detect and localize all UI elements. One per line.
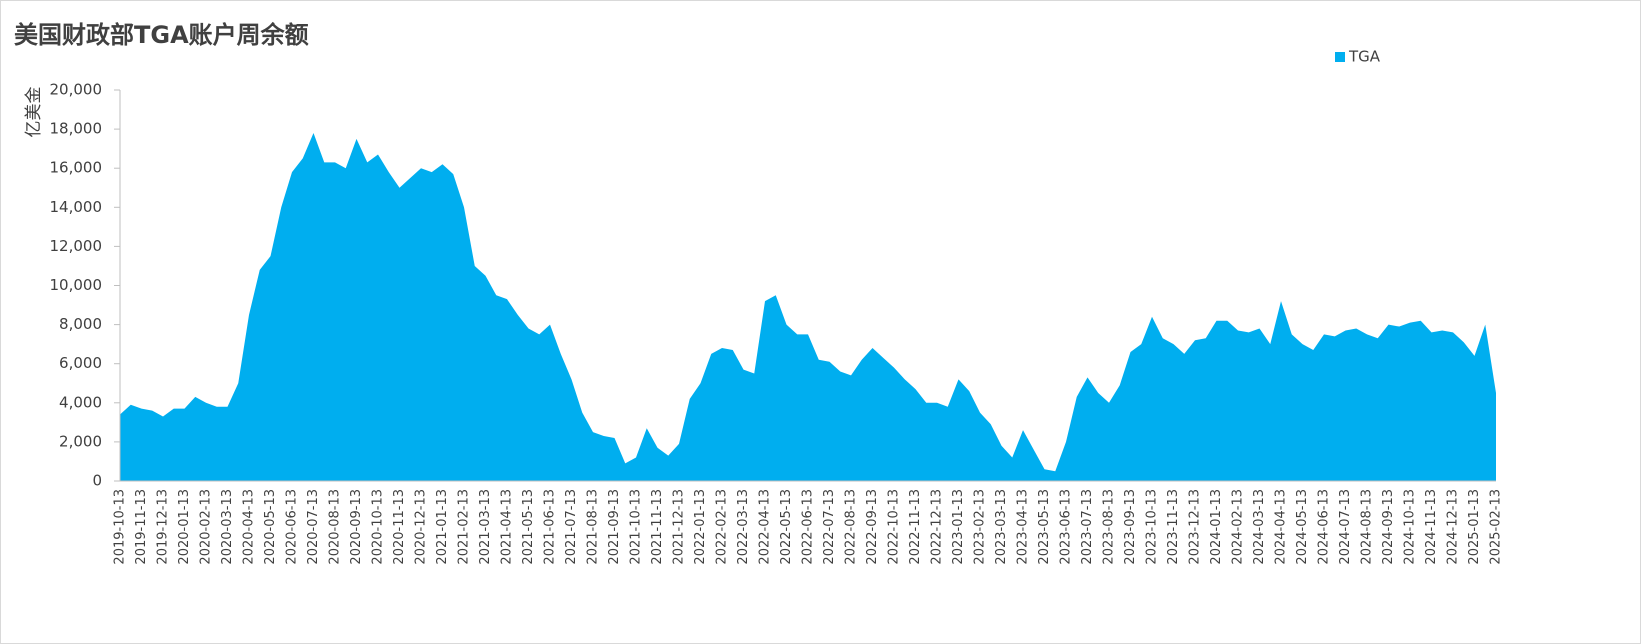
x-tick-label: 2022-02-13 (715, 489, 730, 565)
x-tick-label: 2022-03-13 (736, 489, 751, 565)
x-tick-label: 2024-05-13 (1295, 489, 1310, 565)
y-tick-label: 6,000 (59, 354, 102, 372)
x-tick-label: 2021-12-13 (672, 489, 687, 565)
x-tick-label: 2021-02-13 (457, 489, 472, 565)
x-tick-label: 2023-12-13 (1188, 489, 1203, 565)
x-tick-label: 2023-01-13 (951, 489, 966, 565)
y-tick-label: 20,000 (50, 81, 103, 99)
x-tick-label: 2024-08-13 (1360, 489, 1375, 565)
x-tick-label: 2022-01-13 (693, 489, 708, 565)
x-tick-label: 2023-02-13 (973, 489, 988, 565)
x-tick-label: 2023-07-13 (1080, 489, 1095, 565)
y-tick-label: 18,000 (50, 120, 103, 138)
x-tick-label: 2021-11-13 (650, 489, 665, 565)
x-tick-label: 2019-10-13 (113, 489, 128, 565)
x-tick-label: 2020-03-13 (220, 489, 235, 565)
y-tick-label: 10,000 (50, 276, 103, 294)
x-tick-label: 2023-10-13 (1145, 489, 1160, 565)
y-tick-label: 2,000 (59, 432, 102, 450)
x-tick-label: 2021-03-13 (478, 489, 493, 565)
x-tick-label: 2023-03-13 (994, 489, 1009, 565)
x-tick-label: 2019-11-13 (134, 489, 149, 565)
x-tick-label: 2020-08-13 (328, 489, 343, 565)
x-tick-label: 2024-07-13 (1338, 489, 1353, 565)
x-tick-label: 2021-09-13 (607, 489, 622, 565)
x-tick-label: 2022-11-13 (908, 489, 923, 565)
x-tick-label: 2020-09-13 (349, 489, 364, 565)
x-tick-label: 2019-12-13 (156, 489, 171, 565)
x-tick-label: 2022-06-13 (801, 489, 816, 565)
x-tick-label: 2021-04-13 (500, 489, 515, 565)
x-tick-label: 2025-02-13 (1489, 489, 1504, 565)
x-tick-label: 2021-01-13 (435, 489, 450, 565)
x-tick-label: 2024-06-13 (1317, 489, 1332, 565)
legend-swatch (1335, 52, 1345, 62)
chart-title: 美国财政部TGA账户周余额 (14, 21, 309, 49)
y-tick-label: 14,000 (50, 198, 103, 216)
x-tick-label: 2022-09-13 (865, 489, 880, 565)
y-tick-label: 12,000 (50, 237, 103, 255)
x-tick-label: 2020-10-13 (371, 489, 386, 565)
y-tick-label: 8,000 (59, 315, 102, 333)
legend-label: TGA (1348, 48, 1381, 66)
x-tick-label: 2021-08-13 (586, 489, 601, 565)
x-tick-label: 2024-02-13 (1231, 489, 1246, 565)
y-tick-label: 0 (92, 472, 102, 490)
x-tick-label: 2024-12-13 (1446, 489, 1461, 565)
x-tick-label: 2022-12-13 (930, 489, 945, 565)
x-tick-label: 2023-06-13 (1059, 489, 1074, 565)
x-tick-label: 2022-07-13 (822, 489, 837, 565)
y-tick-label: 4,000 (59, 393, 102, 411)
x-tick-label: 2023-05-13 (1037, 489, 1052, 565)
x-tick-label: 2024-10-13 (1403, 489, 1418, 565)
x-tick-label: 2023-04-13 (1016, 489, 1031, 565)
x-tick-label: 2022-05-13 (779, 489, 794, 565)
x-tick-label: 2023-08-13 (1102, 489, 1117, 565)
x-tick-label: 2020-12-13 (414, 489, 429, 565)
x-tick-label: 2020-04-13 (242, 489, 257, 565)
x-tick-label: 2023-09-13 (1123, 489, 1138, 565)
x-tick-label: 2020-06-13 (285, 489, 300, 565)
x-tick-label: 2021-06-13 (543, 489, 558, 565)
x-tick-label: 2021-07-13 (564, 489, 579, 565)
x-tick-label: 2020-01-13 (177, 489, 192, 565)
x-tick-label: 2021-10-13 (629, 489, 644, 565)
x-tick-label: 2020-05-13 (263, 489, 278, 565)
y-axis-label: 亿美金 (24, 87, 44, 138)
x-tick-label: 2024-04-13 (1274, 489, 1289, 565)
area (120, 133, 1496, 481)
x-tick-label: 2024-11-13 (1424, 489, 1439, 565)
y-tick-label: 16,000 (50, 159, 103, 177)
x-tick-label: 2022-10-13 (887, 489, 902, 565)
x-tick-label: 2023-11-13 (1166, 489, 1181, 565)
x-tick-label: 2024-09-13 (1381, 489, 1396, 565)
x-tick-label: 2024-03-13 (1252, 489, 1267, 565)
x-tick-label: 2020-07-13 (306, 489, 321, 565)
x-tick-label: 2025-01-13 (1467, 489, 1482, 565)
x-tick-label: 2021-05-13 (521, 489, 536, 565)
x-tick-label: 2022-08-13 (844, 489, 859, 565)
x-tick-label: 2024-01-13 (1209, 489, 1224, 565)
x-tick-label: 2020-11-13 (392, 489, 407, 565)
x-tick-label: 2022-04-13 (758, 489, 773, 565)
x-tick-label: 2020-02-13 (199, 489, 214, 565)
